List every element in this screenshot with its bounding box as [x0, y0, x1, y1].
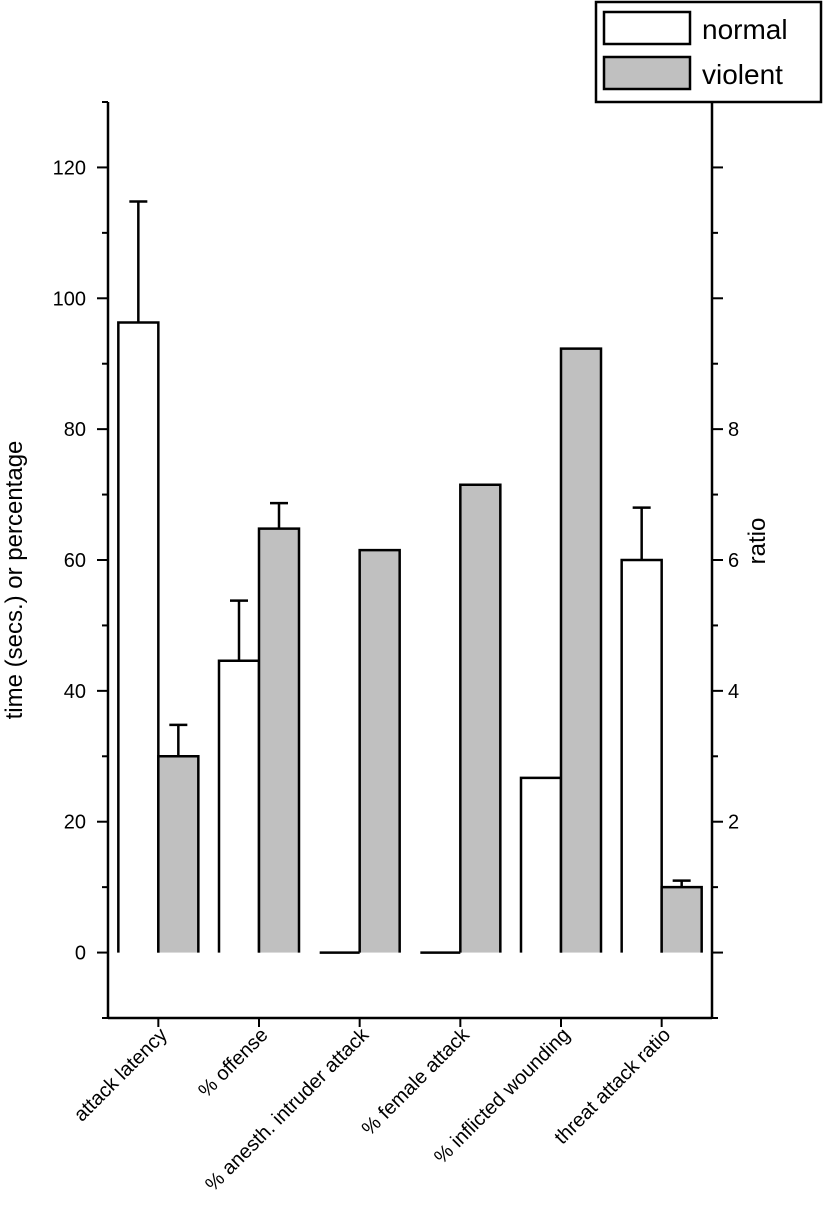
- bar-violent: [259, 528, 299, 953]
- axes-layer: [97, 101, 723, 1027]
- y-tick-label: 20: [64, 812, 86, 834]
- y-tick-label: 60: [64, 550, 86, 572]
- y-axis-right-title: ratio: [744, 518, 771, 565]
- y-right-tick-label: 2: [728, 812, 739, 834]
- bar-outline-violent: [559, 347, 603, 953]
- x-category-label: % female attack: [358, 1023, 475, 1140]
- bar-outline-violent: [459, 483, 502, 953]
- legend-swatch-normal: [602, 10, 692, 46]
- x-category-label: % anesth. intruder attack: [201, 1023, 374, 1196]
- legend: normal violent: [594, 0, 823, 104]
- y-tick-label: 40: [64, 681, 86, 703]
- y-tick-label: 120: [53, 157, 86, 179]
- y-tick-label: 0: [75, 943, 86, 965]
- bar-violent: [460, 484, 501, 953]
- x-category-label: % offense: [194, 1024, 272, 1102]
- bar-normal: [118, 322, 159, 953]
- bar-violent: [561, 348, 601, 953]
- legend-swatch-violent: [602, 55, 692, 91]
- bar-outline-violent: [358, 548, 401, 953]
- y-right-tick-label: 6: [728, 550, 739, 572]
- legend-label-violent: violent: [702, 59, 783, 90]
- y-right-tick-label: 4: [728, 681, 739, 703]
- bar-violent: [359, 550, 400, 953]
- bar-violent: [158, 756, 199, 953]
- bar-normal: [621, 560, 662, 953]
- bar-normal: [219, 660, 259, 953]
- legend-label-normal: normal: [702, 14, 788, 45]
- y-tick-label: 100: [53, 288, 86, 310]
- y-right-tick-label: 8: [728, 419, 739, 441]
- bar-outline-violent: [660, 885, 703, 953]
- bar-normal: [521, 777, 561, 953]
- bars-layer: [117, 200, 703, 954]
- bar-violent: [661, 887, 702, 953]
- x-category-label: attack latency: [70, 1024, 172, 1126]
- y-axis-title: time (secs.) or percentage: [1, 441, 28, 720]
- y-tick-label: 80: [64, 419, 86, 441]
- bar-outline-violent: [157, 755, 200, 953]
